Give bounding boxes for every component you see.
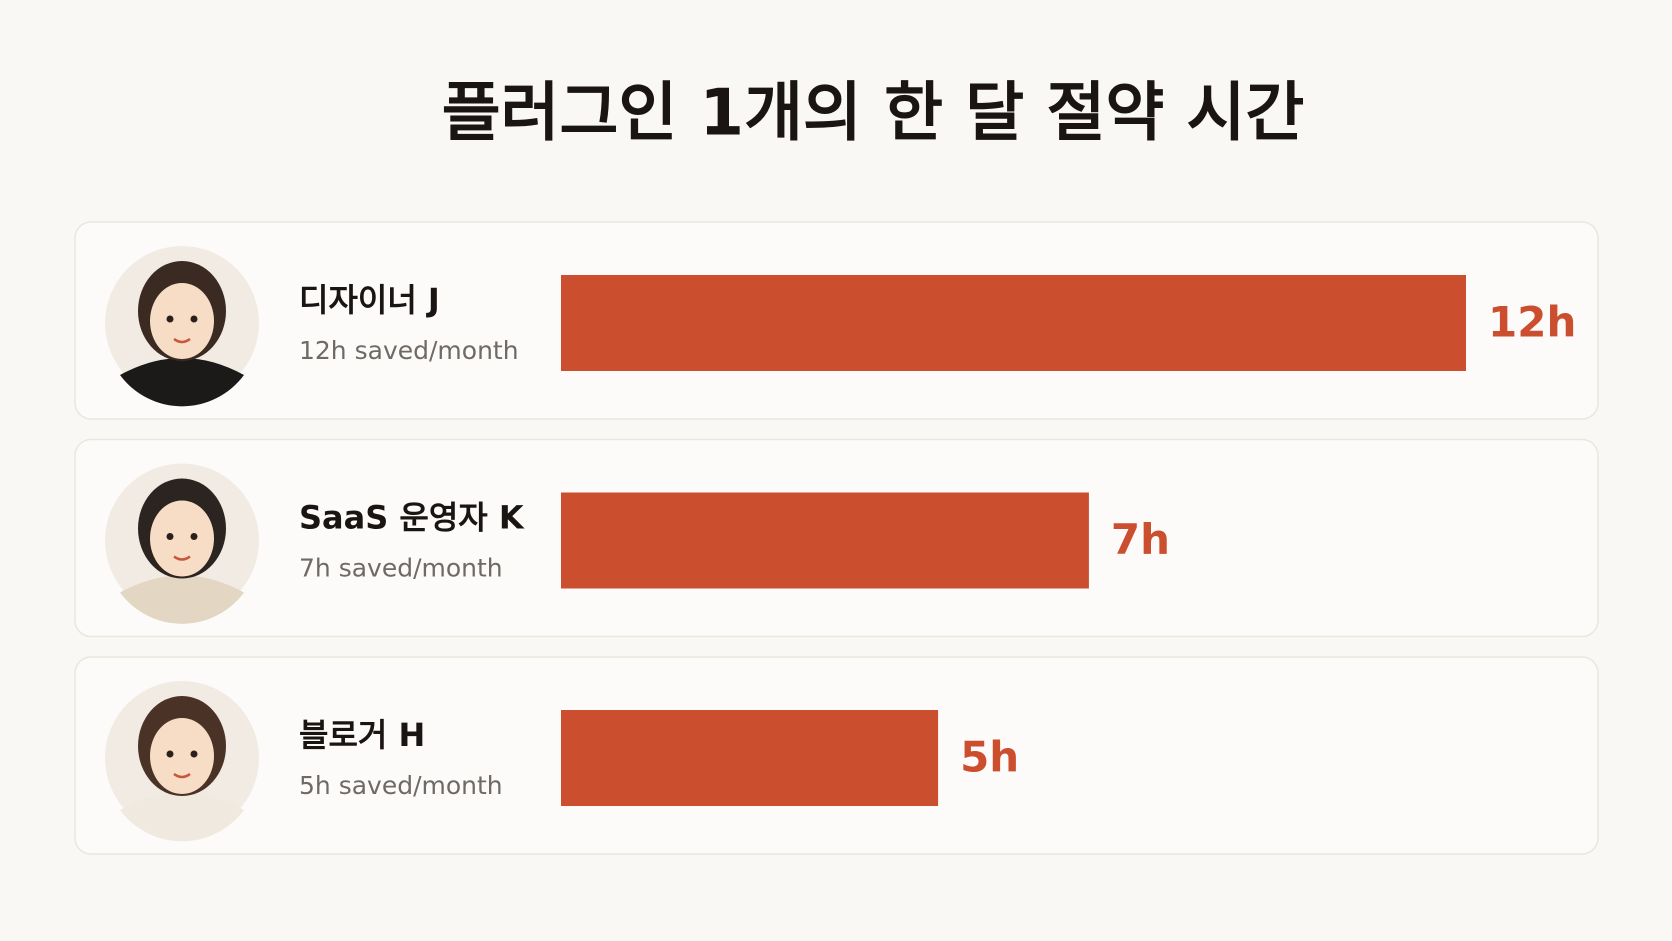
avatar-face bbox=[150, 283, 214, 359]
category-label: SaaS 운영자 K bbox=[299, 499, 525, 537]
bar bbox=[561, 710, 939, 806]
avatar-eye bbox=[190, 533, 198, 540]
avatar-eye bbox=[166, 533, 174, 540]
avatar-eye bbox=[190, 315, 198, 323]
value-label: 7h bbox=[1111, 515, 1170, 564]
value-label: 5h bbox=[960, 733, 1019, 782]
category-label: 블로거 H bbox=[299, 716, 425, 754]
avatar-face bbox=[150, 500, 214, 577]
value-label: 12h bbox=[1488, 298, 1576, 347]
avatar-eye bbox=[166, 315, 174, 323]
bar bbox=[561, 492, 1089, 589]
description: 7h saved/month bbox=[299, 554, 503, 583]
description: 12h saved/month bbox=[299, 336, 519, 365]
avatar-eye bbox=[190, 750, 198, 758]
avatar-shirt bbox=[120, 575, 244, 624]
avatar-mouth bbox=[173, 555, 191, 561]
avatar-mouth bbox=[173, 337, 191, 344]
avatar-eye bbox=[166, 750, 174, 758]
avatar-face bbox=[150, 718, 214, 794]
avatar-mouth bbox=[173, 772, 191, 779]
avatar-shirt bbox=[120, 793, 244, 842]
description: 5h saved/month bbox=[299, 771, 503, 800]
chart-title: 플러그인 1개의 한 달 절약 시간 bbox=[442, 77, 1305, 151]
category-label: 디자이너 J bbox=[299, 281, 440, 319]
avatar-shirt bbox=[120, 358, 244, 407]
bar bbox=[561, 275, 1466, 371]
